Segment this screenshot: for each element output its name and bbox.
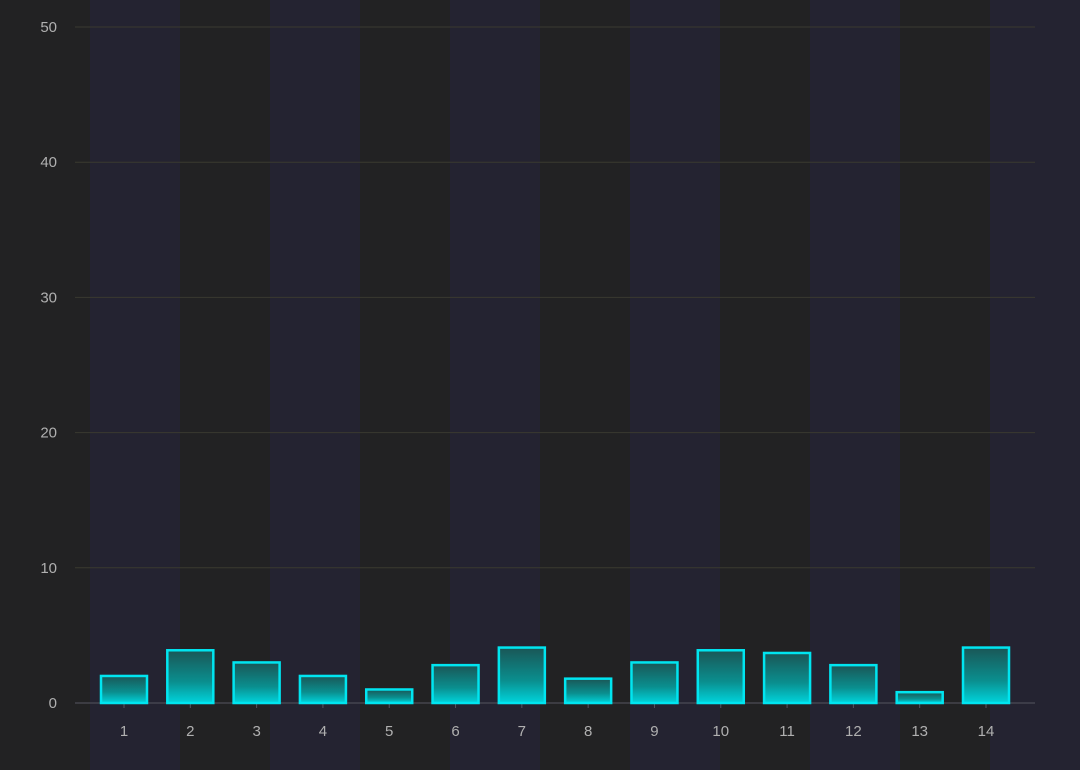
bar <box>232 661 281 705</box>
background-stripe <box>720 0 810 770</box>
x-tick-label: 13 <box>911 723 928 740</box>
y-tick-label: 30 <box>40 289 57 306</box>
bar <box>497 646 547 705</box>
background-stripe <box>630 0 720 770</box>
x-tick-label: 14 <box>978 723 995 740</box>
y-tick-label: 20 <box>40 425 57 442</box>
background-stripe <box>540 0 630 770</box>
bar <box>696 649 746 705</box>
x-tick-label: 4 <box>319 723 327 740</box>
background-stripe <box>990 0 1080 770</box>
background-stripe <box>450 0 540 770</box>
x-tick-label: 1 <box>120 723 128 740</box>
bar <box>563 677 613 705</box>
background-stripe <box>0 0 90 770</box>
x-tick-label: 5 <box>385 723 393 740</box>
y-tick-label: 0 <box>49 695 57 712</box>
background-stripe <box>270 0 360 770</box>
y-tick-label: 50 <box>40 19 57 36</box>
background-stripe <box>180 0 270 770</box>
x-tick-label: 2 <box>186 723 194 740</box>
bar <box>166 649 215 705</box>
bar <box>298 674 348 705</box>
bar <box>364 688 414 705</box>
x-tick-label: 7 <box>518 723 526 740</box>
bar <box>99 674 149 705</box>
background-stripe <box>90 0 180 770</box>
x-tick-label: 11 <box>779 723 795 740</box>
background-stripe <box>360 0 450 770</box>
x-tick-label: 6 <box>451 723 459 740</box>
bar <box>829 663 878 705</box>
bar <box>630 661 679 705</box>
x-tick-label: 9 <box>650 723 658 740</box>
background-stripe <box>810 0 900 770</box>
x-tick-label: 10 <box>712 723 729 740</box>
y-tick-label: 10 <box>40 560 57 577</box>
bar <box>895 690 944 705</box>
bar <box>431 663 480 705</box>
bar <box>961 646 1011 705</box>
x-tick-label: 3 <box>252 723 260 740</box>
x-tick-label: 12 <box>845 723 862 740</box>
x-tick-label: 8 <box>584 723 592 740</box>
background-stripe <box>900 0 990 770</box>
y-tick-label: 40 <box>40 154 57 171</box>
bar <box>762 651 812 705</box>
